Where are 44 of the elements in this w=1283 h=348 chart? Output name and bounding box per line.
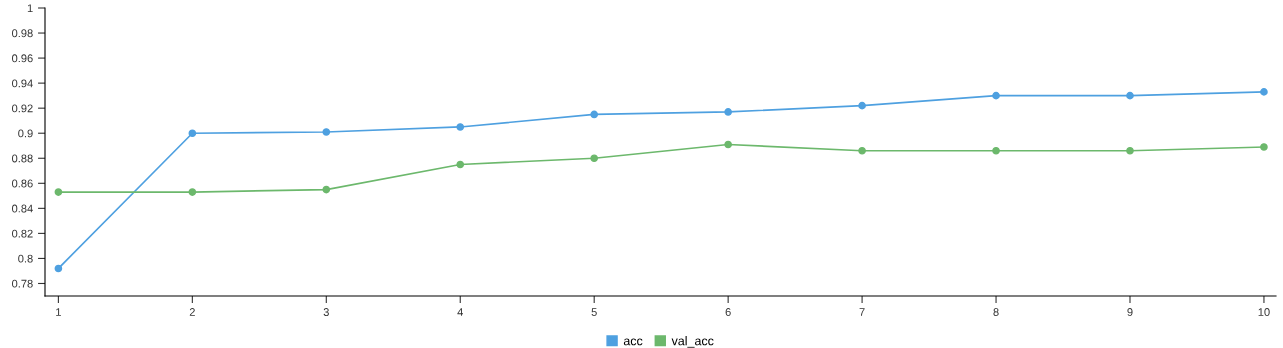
x-tick-label: 8 <box>993 308 999 316</box>
x-tick-label: 5 <box>591 308 597 316</box>
y-tick-label: 1 <box>27 4 33 13</box>
point <box>1126 146 1134 155</box>
y-tick-label: 0.78 <box>12 279 33 288</box>
point <box>858 146 866 155</box>
x-tick-label: 6 <box>725 308 731 316</box>
y-tick-label: 0.86 <box>12 179 33 188</box>
y-tick-label: 0.9 <box>18 129 33 138</box>
y-tick-label: 0.98 <box>12 29 33 38</box>
y-tick-label: 0.92 <box>12 104 33 113</box>
point <box>188 188 197 196</box>
point <box>1260 88 1268 96</box>
point <box>456 123 465 131</box>
x-tick-label: 2 <box>189 308 195 316</box>
point <box>1126 91 1134 100</box>
point <box>322 128 331 136</box>
y-tick-label: 0.84 <box>12 204 33 213</box>
legend-label: acc <box>623 338 643 346</box>
x-tick-label: 4 <box>457 308 464 316</box>
y-tick-label: 0.82 <box>12 229 33 238</box>
x-tick-label: 3 <box>323 308 329 316</box>
y-tick-label: 0.8 <box>18 254 33 263</box>
x-tick-label: 1 <box>56 308 61 316</box>
point <box>590 154 599 163</box>
legend-label: val_acc <box>671 336 714 348</box>
point <box>992 91 1000 100</box>
point <box>724 108 732 116</box>
point <box>322 185 331 194</box>
x-tick-label: 10 <box>1258 308 1270 316</box>
y-tick-label: 0.88 <box>12 154 33 163</box>
y-tick-label: 0.94 <box>12 79 33 88</box>
y-tick-label: 0.96 <box>12 54 33 63</box>
point <box>54 188 63 196</box>
x-tick-label: 9 <box>1127 308 1133 316</box>
point <box>858 101 866 110</box>
x-tick-label: 7 <box>859 308 865 316</box>
point <box>992 146 1000 155</box>
point <box>456 160 465 169</box>
point <box>724 140 732 149</box>
point <box>54 264 63 273</box>
point <box>1260 143 1268 151</box>
point <box>590 110 599 119</box>
point <box>188 129 197 138</box>
